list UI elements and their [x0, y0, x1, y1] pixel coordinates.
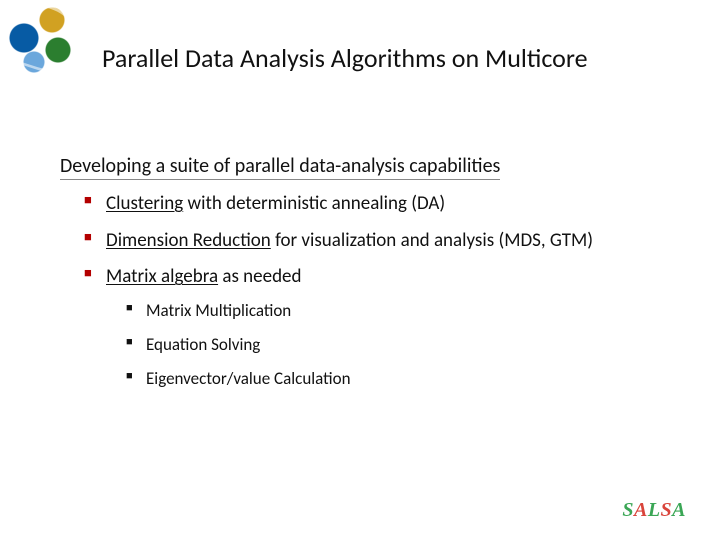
term-rest: with deterministic annealing (DA) — [183, 192, 445, 215]
brand-letter: A — [672, 499, 686, 521]
term: Clustering — [106, 192, 183, 215]
term-rest: for visualization and analysis (MDS, GTM… — [271, 229, 593, 252]
brand-letter: S — [622, 499, 634, 521]
term: Dimension Reduction — [106, 229, 271, 252]
list-item: Equation Solving — [126, 334, 690, 356]
brand-letter: A — [634, 499, 648, 521]
footer-brand: SALSA — [622, 499, 686, 522]
slide-title: Parallel Data Analysis Algorithms on Mul… — [102, 42, 690, 74]
corner-decoration — [0, 0, 88, 76]
term-rest: as needed — [218, 265, 301, 288]
slide: Parallel Data Analysis Algorithms on Mul… — [0, 0, 720, 540]
slide-subtitle: Developing a suite of parallel data-anal… — [60, 154, 500, 180]
bullet-list-level1: Clustering with deterministic annealing … — [84, 192, 690, 402]
bullet-list-level2: Matrix Multiplication Equation Solving E… — [126, 300, 690, 390]
brand-letter: L — [648, 499, 661, 521]
list-item: Matrix Multiplication — [126, 300, 690, 322]
brand-letter: S — [661, 499, 673, 521]
list-item: Clustering with deterministic annealing … — [84, 192, 690, 217]
list-item: Dimension Reduction for visualization an… — [84, 229, 690, 254]
list-item: Eigenvector/value Calculation — [126, 368, 690, 390]
list-item: Matrix algebra as needed Matrix Multipli… — [84, 265, 690, 390]
term: Matrix algebra — [106, 265, 218, 288]
